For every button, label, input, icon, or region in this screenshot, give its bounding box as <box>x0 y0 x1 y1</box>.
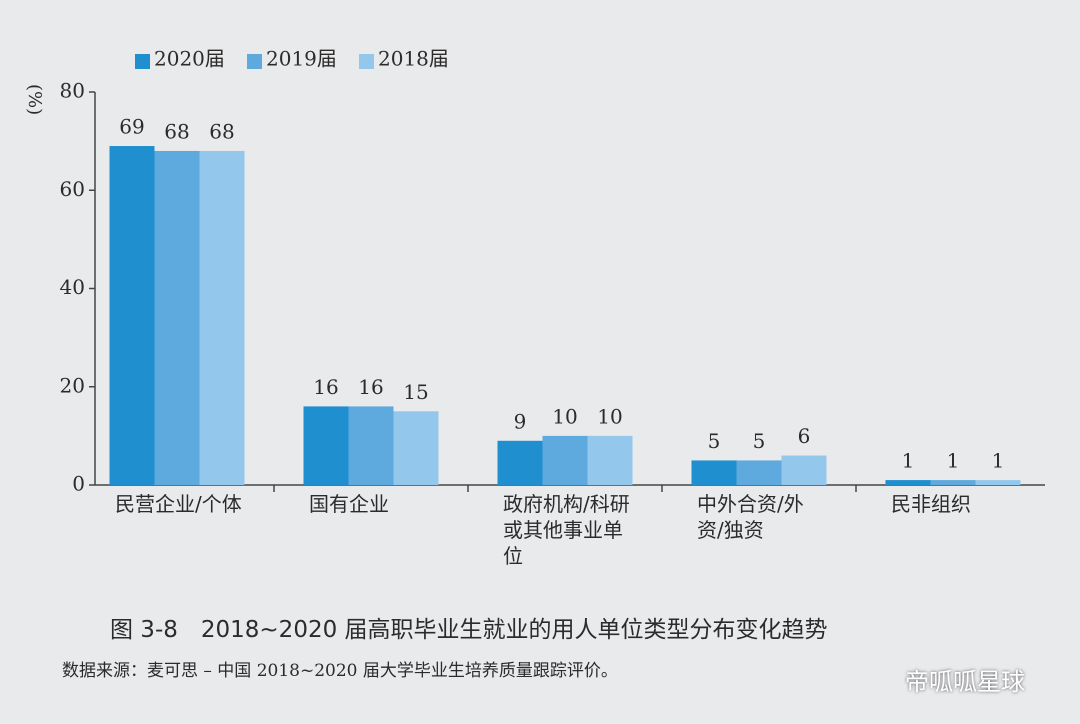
data-label: 69 <box>119 115 144 139</box>
data-label: 5 <box>708 429 721 453</box>
bar <box>691 460 737 485</box>
data-label: 16 <box>358 375 383 399</box>
y-axis-label: (%) <box>24 84 45 116</box>
data-label: 10 <box>597 404 622 428</box>
data-label: 1 <box>947 449 960 473</box>
x-tick-label: 民非组织 <box>891 492 971 516</box>
bar <box>587 435 633 485</box>
data-label: 15 <box>403 380 428 404</box>
y-tick-label: 80 <box>60 79 85 103</box>
bar <box>109 146 155 485</box>
x-tick-label: 政府机构/科研或其他事业单位 <box>503 492 630 568</box>
data-label: 16 <box>313 375 338 399</box>
watermark: 帝呱呱星球 <box>905 668 1025 696</box>
legend-swatch <box>135 54 150 69</box>
data-label: 68 <box>164 119 189 143</box>
bar <box>303 406 349 485</box>
legend-swatch <box>247 54 262 69</box>
bar <box>497 440 543 485</box>
bar <box>736 460 782 485</box>
bar <box>348 406 394 485</box>
data-label: 1 <box>902 449 915 473</box>
data-label: 1 <box>992 449 1005 473</box>
x-tick-label: 民营企业/个体 <box>115 492 242 516</box>
bar <box>393 411 439 485</box>
bar <box>975 480 1021 485</box>
legend-swatch <box>359 54 374 69</box>
legend-label: 2019届 <box>266 47 337 71</box>
data-label: 10 <box>552 404 577 428</box>
bar <box>154 150 200 485</box>
data-label: 68 <box>209 119 234 143</box>
bar <box>781 455 827 485</box>
source: 数据来源：麦可思 – 中国 2018~2020 届大学毕业生培养质量跟踪评价。 <box>62 661 618 681</box>
x-tick-label: 国有企业 <box>309 492 389 516</box>
legend-label: 2018届 <box>378 47 449 71</box>
data-label: 9 <box>514 409 527 433</box>
data-label: 5 <box>753 429 766 453</box>
data-label: 6 <box>798 424 811 448</box>
y-tick-label: 20 <box>60 373 85 397</box>
bar <box>930 480 976 485</box>
y-tick-label: 0 <box>72 472 85 496</box>
y-tick-label: 60 <box>60 177 85 201</box>
y-tick-label: 40 <box>60 275 85 299</box>
bar <box>542 435 588 485</box>
caption: 图 3-8 2018~2020 届高职毕业生就业的用人单位类型分布变化趋势 <box>110 617 828 643</box>
bar <box>199 150 245 485</box>
bar <box>885 480 931 485</box>
x-tick-label: 中外合资/外资/独资 <box>697 492 804 542</box>
legend-label: 2020届 <box>154 47 225 71</box>
